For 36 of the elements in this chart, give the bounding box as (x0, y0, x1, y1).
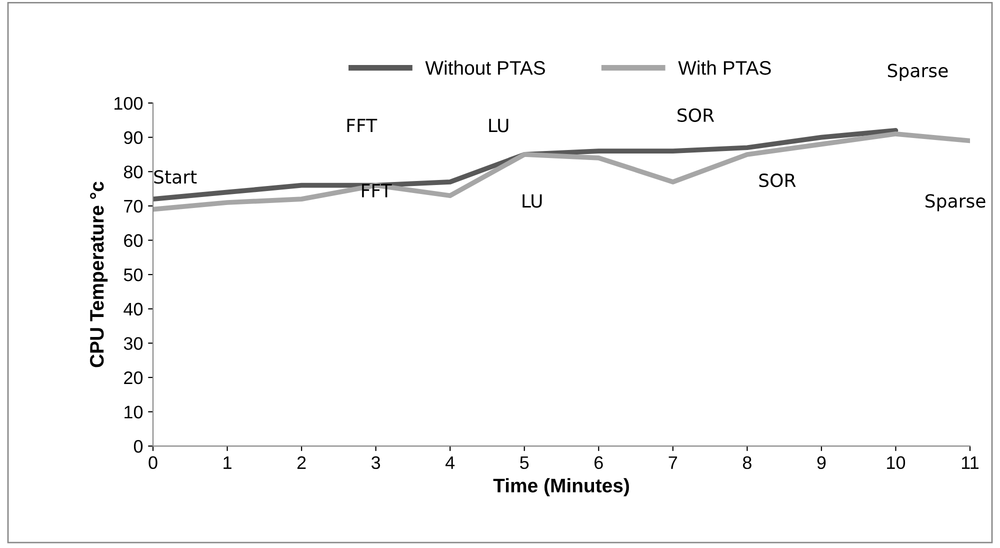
x-tick-label: 1 (224, 456, 232, 469)
annotation: SOR (678, 108, 714, 122)
annotation: FFT (362, 184, 392, 198)
y-tick-label: 50 (124, 268, 143, 282)
y-axis-title: CPU Temperature °c (90, 182, 108, 368)
y-tick-label: 20 (124, 371, 143, 384)
annotation: Sparse (926, 194, 986, 212)
annotation: Start (154, 170, 197, 184)
y-tick-label: 0 (134, 440, 143, 453)
y-tick-label: 60 (124, 234, 143, 247)
x-tick-label: 5 (520, 456, 529, 470)
x-tick-label: 8 (742, 456, 752, 470)
y-tick-label: 80 (124, 166, 143, 178)
legend-label: Without PTAS (425, 60, 545, 75)
x-tick-label: 9 (817, 456, 826, 470)
annotation: LU (489, 118, 508, 132)
x-tick-label: 6 (594, 456, 603, 470)
x-tick-label: 0 (148, 456, 158, 470)
y-tick-label: 70 (124, 200, 143, 213)
x-tick-label: 7 (668, 456, 678, 469)
y-tick-label: 40 (124, 302, 143, 316)
text: Sparse (888, 64, 948, 81)
annotation: LU (522, 194, 542, 208)
x-tick-label: 2 (297, 456, 306, 469)
x-tick-label: 10 (887, 456, 906, 470)
annotation: SOR (759, 174, 796, 188)
y-tick-label: 90 (124, 131, 143, 144)
y-tick-label: 10 (124, 406, 143, 418)
legend-label: With PTAS (678, 60, 771, 75)
x-tick-label: 4 (445, 456, 455, 469)
x-axis-title: Time (Minutes) (493, 478, 629, 496)
y-tick-label: 100 (114, 96, 143, 110)
annotation: FFT (347, 118, 378, 132)
y-tick-label: 30 (124, 337, 143, 350)
x-tick-label: 11 (962, 456, 978, 469)
x-tick-label: 3 (371, 456, 380, 470)
